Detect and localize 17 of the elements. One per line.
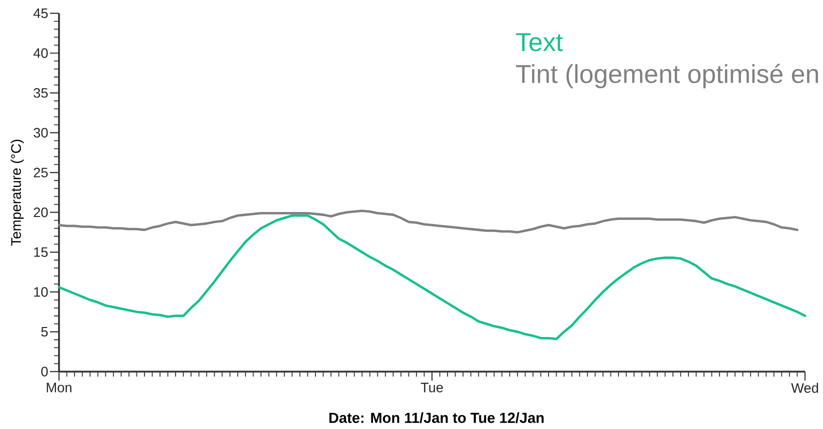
x-tick-label: Mon bbox=[46, 382, 72, 392]
y-tick-label: 10 bbox=[34, 287, 48, 297]
y-tick-label: 25 bbox=[34, 168, 48, 178]
text: Text bbox=[516, 33, 563, 52]
y-tick-label: 5 bbox=[41, 327, 48, 337]
y-tick-label: 0 bbox=[41, 366, 48, 376]
y-tick-label: 15 bbox=[34, 247, 48, 257]
y-tick-label: 45 bbox=[33, 8, 48, 18]
text: Tint (logement optimisé en bbox=[516, 64, 818, 88]
y-axis-title: Temperature (°C) bbox=[10, 140, 24, 246]
y-tick-label: 30 bbox=[34, 128, 48, 138]
y-tick-label: 35 bbox=[34, 88, 48, 98]
y-tick-label: 20 bbox=[34, 208, 48, 218]
y-tick-label: 40 bbox=[33, 48, 48, 58]
x-axis-title: Date: Mon 11/Jan to Tue 12/Jan bbox=[329, 412, 544, 424]
x-tick-label: Wed bbox=[791, 382, 818, 393]
x-tick-label: Tue bbox=[420, 382, 443, 392]
